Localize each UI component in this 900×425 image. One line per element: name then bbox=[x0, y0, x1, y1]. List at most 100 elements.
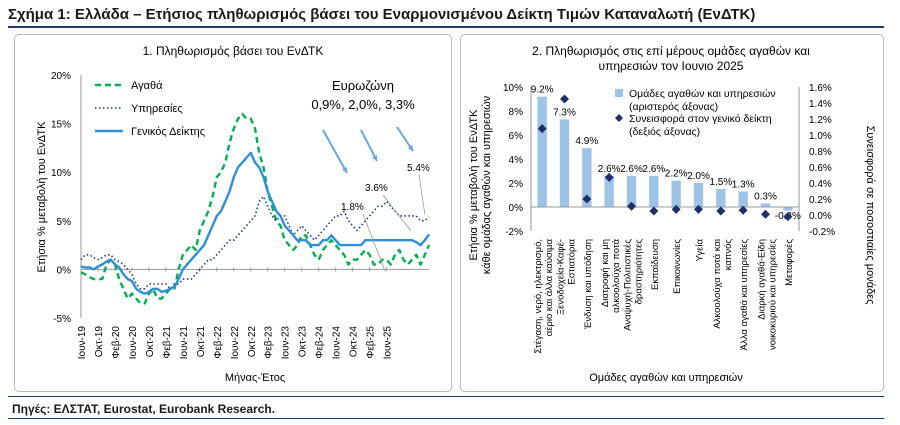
legend-label-contribution: (δεξιός άξονας) bbox=[629, 126, 700, 138]
contribution-point bbox=[537, 124, 547, 134]
bar-category bbox=[716, 189, 726, 207]
chart2-category-label: δραστηριότητες bbox=[634, 239, 645, 305]
contribution-point bbox=[783, 212, 793, 222]
chart2-y2tick-label: 0.6% bbox=[809, 163, 832, 174]
chart2-ytick-label: 2% bbox=[509, 179, 524, 190]
bar-category bbox=[582, 148, 592, 207]
chart2-y2tick-label: 0.8% bbox=[809, 147, 832, 158]
chart2-ytick-label: 0% bbox=[509, 203, 524, 214]
chart1-title: 1. Πληθωρισμός βάσει του ΕνΔΤΚ bbox=[143, 44, 324, 58]
chart1-xtick-label: Οκτ-20 bbox=[145, 326, 156, 358]
contribution-point bbox=[604, 172, 614, 182]
chart2-ytick-label: 6% bbox=[509, 131, 524, 142]
label-services-latest: 5.4% bbox=[407, 163, 430, 174]
chart1-x-axis-label: Μήνας-Έτος bbox=[225, 372, 285, 384]
chart2-title-line: 2. Πληθωρισμός στις επί μέρους ομάδες αγ… bbox=[532, 44, 810, 58]
label-services-leader bbox=[418, 174, 426, 216]
legend-label-contribution: Συνεισφορά στον γενικό δείκτη bbox=[629, 113, 772, 125]
chart1-xtick-label: Φεβ-25 bbox=[366, 326, 377, 359]
bar-category bbox=[626, 175, 637, 207]
chart1-xtick-label: Οκτ-23 bbox=[298, 326, 309, 358]
chart2-y2tick-label: 0.4% bbox=[809, 179, 832, 190]
chart1-xtick-label: Ιουν-19 bbox=[77, 326, 88, 360]
legend-label-bars: (αριστερός άξονας) bbox=[629, 101, 718, 113]
chart2-category-label: Αλκοολούχα ποτά και bbox=[712, 239, 723, 329]
chart1-xtick-label: Ιουν-21 bbox=[179, 326, 190, 360]
bar-value-label: 2.6% bbox=[642, 164, 665, 175]
chart2-category-label: Εστιατόρια bbox=[567, 239, 578, 285]
chart1-xtick-label: Ιουν-23 bbox=[281, 326, 292, 360]
bar-category bbox=[783, 207, 793, 211]
chart2-category-label: Μεταφορές bbox=[784, 239, 795, 286]
chart1-xtick-label: Φεβ-23 bbox=[264, 326, 275, 359]
legend-swatch-contribution bbox=[615, 114, 623, 122]
chart2-category-label: Διαρκή αγαθά-Είδη bbox=[757, 239, 768, 320]
chart1-y-axis-label: Ετήσια % μεταβολή του ΕνΔΤΚ bbox=[36, 121, 48, 273]
chart1-xtick-label: Ιουν-24 bbox=[332, 326, 343, 360]
series-line-services bbox=[80, 195, 430, 290]
eurozone-arrow-1-head bbox=[341, 167, 347, 173]
chart-panel-inflation-lines: 1. Πληθωρισμός βάσει του ΕνΔΤΚ -5% 0% 5% 10%… bbox=[14, 34, 452, 392]
eurozone-title: Ευρωζώνη bbox=[332, 78, 394, 93]
contribution-point bbox=[716, 206, 726, 216]
chart2-category-label: Διατροφή και μη bbox=[600, 239, 611, 307]
contribution-point bbox=[671, 204, 681, 214]
chart1-xtick-label: Οκτ-24 bbox=[349, 326, 360, 358]
chart2-category-label: Ξενοδοχεία-Καφέ- bbox=[556, 239, 567, 315]
chart2-category-label: Ένδυση και υπόδηση bbox=[583, 239, 594, 330]
bar-value-label: 9.2% bbox=[531, 85, 554, 96]
eurozone-arrow-2 bbox=[360, 129, 378, 162]
bar-category bbox=[760, 203, 771, 207]
label-headline-latest: 3.6% bbox=[365, 183, 388, 194]
legend-label-goods: Αγαθά bbox=[131, 80, 163, 92]
bar-category bbox=[693, 183, 704, 207]
chart2-category-label: Αναψυχή-Πολιτιστικές bbox=[623, 239, 634, 331]
chart1-xtick-label: Ιουν-22 bbox=[230, 326, 241, 360]
chart2-category-label: Υγεία bbox=[695, 239, 706, 262]
chart2-x-axis-label: Ομάδες αγαθών και υπηρεσιών bbox=[589, 372, 743, 384]
bar-value-label: 4.9% bbox=[575, 136, 598, 147]
chart2-ytick-label: -2% bbox=[505, 227, 523, 238]
contribution-point bbox=[761, 209, 770, 219]
label-goods-leader bbox=[362, 213, 386, 272]
chart1-ytick-label: -5% bbox=[53, 314, 71, 325]
eurozone-arrow-2-head bbox=[372, 155, 378, 161]
contribution-point bbox=[627, 201, 636, 211]
bar-value-label: 0.3% bbox=[754, 191, 777, 202]
chart-panel-category-bars: 2. Πληθωρισμός στις επί μέρους ομάδες αγ… bbox=[460, 34, 884, 392]
chart1-xtick-label: Φεβ-21 bbox=[162, 326, 173, 359]
line-chart: 1. Πληθωρισμός βάσει του ΕνΔΤΚ -5% 0% 5% 10%… bbox=[36, 44, 431, 384]
contribution-point bbox=[738, 205, 748, 215]
chart2-category-label: νοικοκυριού και υπηρεσίες bbox=[768, 239, 779, 350]
chart2-category-label: Άλλα αγαθά και υπηρεσίες bbox=[739, 239, 750, 351]
chart2-y2tick-label: -0.2% bbox=[809, 227, 835, 238]
series-line-headline bbox=[80, 151, 430, 295]
legend-label-bars: Ομάδες αγαθών και υπηρεσιών bbox=[629, 88, 776, 100]
bar-chart: 2. Πληθωρισμός στις επί μέρους ομάδες αγ… bbox=[468, 44, 876, 384]
bar-value-label: 1.3% bbox=[732, 179, 755, 190]
legend-label-services: Υπηρεσίες bbox=[131, 103, 183, 115]
legend-label-headline: Γενικός Δείκτης bbox=[131, 126, 205, 138]
chart2-ytick-label: 10% bbox=[503, 83, 523, 94]
chart1-xtick-label: Φεβ-20 bbox=[111, 326, 122, 359]
chart2-y2-axis-label: Συνεισφορά σε ποσοστιαίες μονάδες bbox=[864, 126, 876, 305]
bar-category bbox=[649, 175, 659, 207]
chart1-ytick-label: 5% bbox=[57, 217, 72, 228]
footer-rule bbox=[8, 418, 884, 419]
chart1-xtick-label: Ιουν-20 bbox=[128, 326, 139, 360]
source-note: Πηγές: ΕΛΣΤΑΤ, Eurostat, Eurobank Resear… bbox=[12, 402, 276, 416]
bar-category bbox=[604, 175, 614, 207]
chart2-y2tick-label: 0.0% bbox=[809, 211, 832, 222]
source-rule bbox=[8, 396, 884, 397]
bar-value-label: 2.6% bbox=[620, 164, 643, 175]
chart2-title-line: υπηρεσιών τον Ιουνιο 2025 bbox=[599, 59, 744, 73]
label-headline-leader bbox=[382, 194, 412, 232]
chart2-category-label: αλκοολούχα ποτά bbox=[611, 238, 622, 312]
chart1-ytick-label: 20% bbox=[51, 71, 71, 82]
eurozone-arrow-1 bbox=[322, 129, 348, 174]
chart1-xtick-label: Οκτ-22 bbox=[247, 326, 258, 358]
chart2-y2tick-label: 1.2% bbox=[809, 115, 832, 126]
bar-category bbox=[671, 180, 681, 207]
chart2-category-label: αέριο και άλλα καύσιμα bbox=[544, 239, 555, 337]
eurozone-arrow-3-head bbox=[407, 145, 413, 151]
